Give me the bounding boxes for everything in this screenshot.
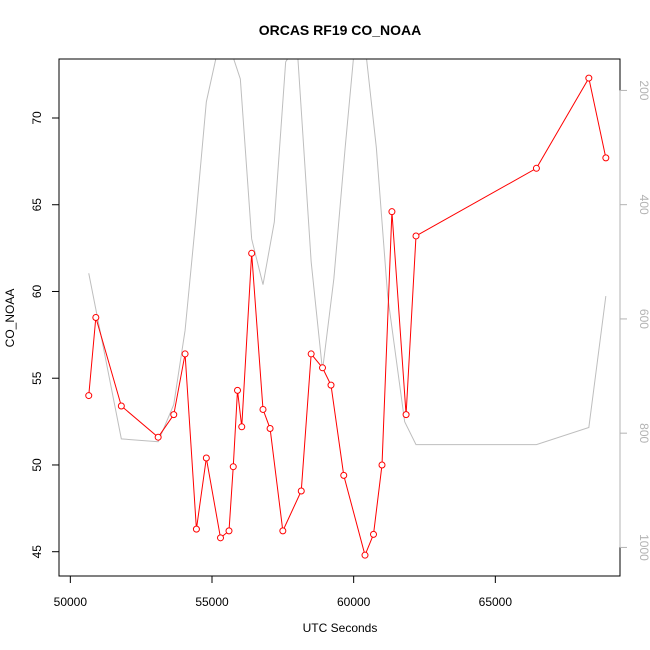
x-tick-label: 55000 — [195, 595, 229, 609]
y-tick-label: 55 — [30, 371, 44, 385]
data-point — [602, 154, 610, 162]
y-tick-label: 60 — [30, 284, 44, 298]
data-point — [388, 208, 396, 216]
data-point — [307, 350, 315, 358]
x-tick-label: 65000 — [479, 595, 513, 609]
y2-tick-label: 1000 — [637, 534, 650, 561]
y-axis: 45 50 55 60 65 70 — [30, 111, 60, 559]
data-point — [170, 411, 178, 419]
data-point — [181, 350, 189, 358]
x-axis: 50000 55000 60000 65000 — [54, 575, 513, 609]
data-point — [225, 527, 233, 535]
x-tick-label: 60000 — [337, 595, 371, 609]
data-point — [154, 433, 162, 441]
chart-title: ORCAS RF19 CO_NOAA — [259, 22, 422, 38]
y2-tick-label: 800 — [637, 423, 650, 443]
x-tick-label: 50000 — [54, 595, 88, 609]
y-axis-label: CO_NOAA — [3, 289, 17, 348]
y-tick-label: 65 — [30, 198, 44, 212]
y-tick-label: 70 — [30, 111, 44, 125]
data-point — [192, 525, 200, 533]
data-point — [229, 463, 237, 471]
series-layer — [85, 59, 610, 559]
data-point — [340, 471, 348, 479]
data-point — [202, 454, 210, 462]
data-point — [412, 232, 420, 240]
data-point — [361, 551, 369, 559]
y-tick-label: 45 — [30, 545, 44, 559]
y-tick-label: 50 — [30, 458, 44, 472]
y2-tick-label: 200 — [637, 80, 650, 100]
data-point — [585, 74, 593, 82]
series-line-right — [88, 59, 607, 446]
data-point — [92, 314, 100, 321]
data-point — [297, 487, 305, 495]
y2-axis: 200 400 600 800 1000 — [619, 80, 650, 561]
data-point — [370, 530, 377, 538]
x-axis-label: UTC Seconds — [303, 621, 378, 635]
data-point — [259, 405, 267, 413]
data-point — [327, 381, 335, 389]
y2-tick-label: 600 — [637, 309, 650, 329]
data-point — [238, 423, 246, 431]
data-point — [117, 402, 125, 410]
data-point — [248, 249, 256, 257]
data-point — [266, 425, 274, 433]
data-point — [234, 386, 241, 394]
data-point — [279, 527, 287, 535]
data-point — [217, 534, 224, 542]
y2-tick-label: 400 — [637, 195, 650, 215]
data-point — [532, 164, 540, 172]
data-point — [378, 461, 386, 469]
data-point — [319, 364, 326, 372]
data-point — [402, 411, 410, 419]
data-point — [85, 392, 93, 400]
